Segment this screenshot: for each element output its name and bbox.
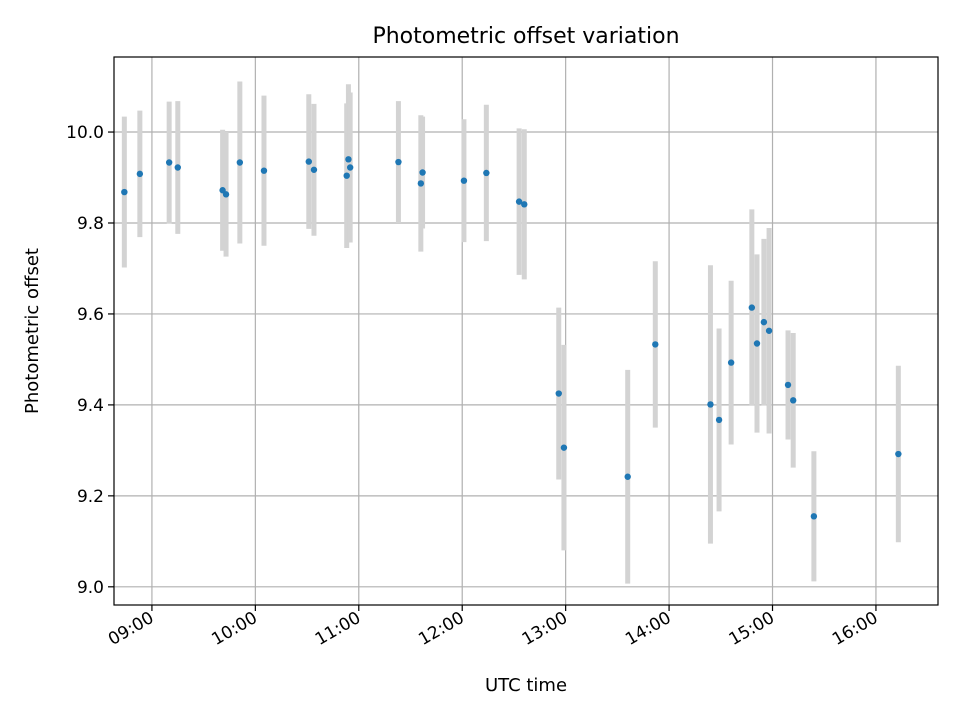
data-point — [222, 191, 230, 198]
data-point — [560, 444, 568, 451]
data-point — [760, 318, 768, 326]
data-point — [515, 198, 523, 205]
data-point — [136, 170, 144, 178]
data-point — [784, 381, 792, 389]
y-tick-label: 9.6 — [77, 305, 104, 325]
data-point — [810, 513, 818, 520]
data-point — [165, 159, 173, 166]
data-point — [260, 167, 268, 174]
data-point — [174, 164, 181, 171]
data-points — [121, 156, 902, 520]
y-axis-label: Photometric offset — [22, 248, 43, 414]
data-point — [305, 158, 312, 165]
data-point — [521, 201, 528, 208]
chart-title: Photometric offset variation — [372, 24, 679, 49]
data-point — [753, 340, 761, 347]
data-point — [417, 180, 425, 187]
data-point — [346, 164, 354, 171]
data-point — [895, 450, 902, 458]
y-tick-label: 9.8 — [77, 214, 104, 234]
data-point — [395, 158, 402, 166]
data-point — [343, 172, 350, 179]
data-point — [624, 473, 631, 480]
y-tick-label: 9.0 — [77, 578, 104, 598]
data-point — [652, 341, 659, 348]
plot-frame — [113, 56, 939, 606]
data-point — [727, 359, 735, 366]
data-point — [789, 397, 797, 404]
data-point — [765, 327, 773, 334]
y-tick-label: 9.4 — [77, 396, 104, 416]
x-axis-label: UTC time — [485, 675, 567, 696]
data-point — [310, 166, 318, 173]
data-point — [707, 401, 714, 408]
data-point — [715, 416, 723, 424]
data-point — [121, 188, 128, 196]
data-point — [748, 304, 756, 311]
data-point — [483, 169, 490, 177]
data-point — [345, 156, 352, 163]
data-point — [236, 159, 244, 166]
data-point — [460, 177, 468, 184]
y-tick-label: 9.2 — [77, 487, 104, 507]
data-point — [555, 390, 562, 397]
data-point — [419, 169, 426, 176]
y-tick-label: 10.0 — [66, 123, 104, 143]
